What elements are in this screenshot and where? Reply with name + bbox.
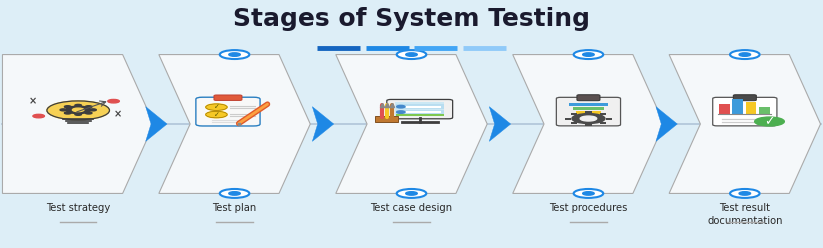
Circle shape xyxy=(406,53,417,56)
FancyBboxPatch shape xyxy=(600,122,607,124)
Polygon shape xyxy=(159,55,310,193)
FancyBboxPatch shape xyxy=(196,97,260,126)
Circle shape xyxy=(574,50,603,59)
FancyBboxPatch shape xyxy=(565,118,571,120)
Circle shape xyxy=(220,50,249,59)
Circle shape xyxy=(397,50,426,59)
Circle shape xyxy=(72,108,84,112)
FancyBboxPatch shape xyxy=(732,99,743,114)
Circle shape xyxy=(739,53,751,56)
Text: Stages of System Testing: Stages of System Testing xyxy=(233,7,590,31)
Circle shape xyxy=(572,114,605,124)
Text: Test plan: Test plan xyxy=(212,203,257,213)
FancyBboxPatch shape xyxy=(570,113,577,115)
FancyBboxPatch shape xyxy=(746,102,756,114)
Circle shape xyxy=(206,111,227,118)
Text: ✓: ✓ xyxy=(213,104,220,110)
FancyBboxPatch shape xyxy=(573,107,604,110)
Circle shape xyxy=(47,101,109,120)
Circle shape xyxy=(406,192,417,195)
Polygon shape xyxy=(146,107,167,141)
Circle shape xyxy=(66,106,91,114)
Circle shape xyxy=(730,50,760,59)
Text: ×: × xyxy=(114,109,122,119)
Circle shape xyxy=(86,106,92,108)
Circle shape xyxy=(755,117,784,126)
Text: Test result
documentation: Test result documentation xyxy=(707,203,783,226)
Circle shape xyxy=(583,53,594,56)
FancyBboxPatch shape xyxy=(214,95,242,100)
FancyBboxPatch shape xyxy=(733,95,756,101)
Text: ✓: ✓ xyxy=(765,115,774,128)
Circle shape xyxy=(739,192,751,195)
Circle shape xyxy=(730,189,760,198)
Text: Test strategy: Test strategy xyxy=(46,203,110,213)
FancyBboxPatch shape xyxy=(713,97,777,126)
Text: ✓: ✓ xyxy=(213,112,220,118)
Circle shape xyxy=(397,189,426,198)
Circle shape xyxy=(86,112,92,114)
Circle shape xyxy=(229,192,240,195)
FancyBboxPatch shape xyxy=(395,102,444,116)
Text: ×: × xyxy=(29,97,37,107)
Circle shape xyxy=(75,113,81,115)
Circle shape xyxy=(574,189,603,198)
Circle shape xyxy=(220,189,249,198)
Circle shape xyxy=(33,114,44,118)
FancyBboxPatch shape xyxy=(556,97,621,126)
Polygon shape xyxy=(656,107,677,141)
Polygon shape xyxy=(513,55,664,193)
FancyBboxPatch shape xyxy=(600,113,607,115)
FancyBboxPatch shape xyxy=(606,118,612,120)
FancyBboxPatch shape xyxy=(585,111,592,113)
Polygon shape xyxy=(2,55,154,193)
FancyBboxPatch shape xyxy=(585,124,592,126)
FancyBboxPatch shape xyxy=(570,122,577,124)
Circle shape xyxy=(583,192,594,195)
FancyBboxPatch shape xyxy=(576,111,601,114)
Circle shape xyxy=(90,109,96,111)
FancyBboxPatch shape xyxy=(387,99,453,119)
FancyBboxPatch shape xyxy=(719,104,730,114)
FancyBboxPatch shape xyxy=(396,110,444,114)
Circle shape xyxy=(397,111,405,113)
Circle shape xyxy=(229,53,240,56)
Polygon shape xyxy=(489,107,510,141)
Text: Test procedures: Test procedures xyxy=(549,203,628,213)
FancyBboxPatch shape xyxy=(396,104,444,109)
FancyBboxPatch shape xyxy=(569,103,608,106)
Circle shape xyxy=(206,104,227,110)
Circle shape xyxy=(60,109,67,111)
Circle shape xyxy=(108,99,119,103)
Circle shape xyxy=(75,104,81,106)
Polygon shape xyxy=(336,55,487,193)
FancyBboxPatch shape xyxy=(759,107,770,114)
Circle shape xyxy=(580,116,597,121)
FancyBboxPatch shape xyxy=(375,116,398,122)
Polygon shape xyxy=(313,107,334,141)
FancyBboxPatch shape xyxy=(577,95,600,101)
Text: Test case design: Test case design xyxy=(370,203,453,213)
FancyBboxPatch shape xyxy=(396,114,444,116)
Circle shape xyxy=(397,105,405,108)
Circle shape xyxy=(64,106,71,108)
Circle shape xyxy=(64,112,71,114)
Polygon shape xyxy=(669,55,821,193)
